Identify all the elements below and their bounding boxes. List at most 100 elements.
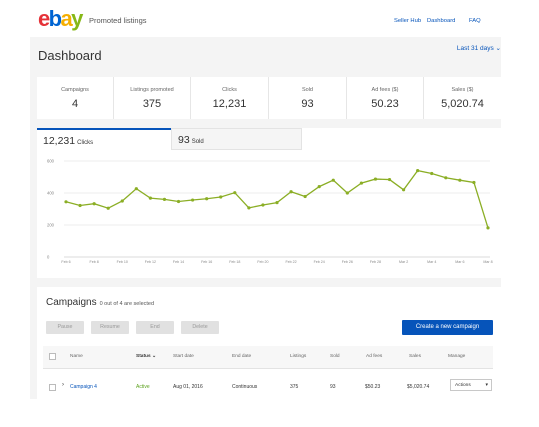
data-point [148, 196, 152, 200]
column-header-start-date[interactable]: Start date [173, 354, 194, 359]
create-campaign-button[interactable]: Create a new campaign [402, 320, 493, 335]
column-header-ad-fees[interactable]: Ad fees [366, 354, 383, 359]
data-point [303, 194, 307, 199]
data-point [373, 177, 378, 181]
x-tick-label: Mar 4 [427, 260, 436, 264]
end-button[interactable]: End [136, 321, 174, 334]
x-tick-label: Feb 18 [229, 260, 240, 264]
column-header-end-date[interactable]: End date [232, 354, 252, 359]
data-point [78, 203, 82, 208]
x-tick-label: Feb 20 [257, 260, 268, 264]
x-tick-label: Mar 2 [399, 260, 408, 264]
stat-label: Sales ($) [451, 87, 474, 93]
x-tick-label: Feb 10 [117, 260, 128, 264]
faq-link[interactable]: FAQ [469, 18, 481, 24]
data-point [458, 178, 462, 182]
stat-value: 375 [142, 98, 162, 110]
data-point [162, 197, 167, 201]
x-tick-label: Feb 28 [370, 260, 381, 264]
campaigns-card: Campaigns 0 out of 4 are selected Pause R… [37, 287, 501, 399]
row-checkbox[interactable] [49, 384, 56, 391]
x-tick-label: Feb 12 [145, 260, 156, 264]
stat-label: Listings promoted [130, 87, 174, 93]
tab-clicks-label: Clicks [77, 140, 94, 146]
chevron-down-icon: ⌄ [495, 45, 501, 52]
status-badge: Active [136, 384, 150, 390]
tab-sold[interactable]: 93 Sold [171, 128, 302, 150]
data-point [387, 177, 392, 182]
expand-row-icon[interactable]: › [62, 382, 64, 388]
stat-value: 5,020.74 [441, 98, 484, 110]
app-name: Promoted listings [89, 16, 147, 25]
column-header-sales[interactable]: Sales [409, 354, 421, 359]
x-tick-label: Feb 24 [314, 260, 325, 264]
campaign-name-link[interactable]: Campaign 4 [70, 384, 97, 390]
resume-button[interactable]: Resume [91, 321, 129, 334]
clicks-series-line [65, 169, 489, 229]
data-point [247, 206, 251, 210]
x-tick-label: Feb 14 [173, 260, 184, 264]
data-point [233, 191, 237, 195]
date-range-label: Last 31 days [456, 45, 494, 52]
x-tick-label: Feb 16 [201, 260, 212, 264]
stat-clicks: Clicks 12,231 [191, 77, 269, 119]
column-header-status-label: Status [136, 354, 151, 359]
seller-hub-link[interactable]: Seller Hub [394, 18, 422, 24]
stat-label: Campaigns [61, 87, 89, 93]
column-header-status[interactable]: Status ⌄ [136, 354, 156, 359]
stat-value: 50.23 [371, 98, 399, 110]
tab-sold-value: 93 [178, 134, 190, 146]
stat-value: 12,231 [212, 98, 247, 110]
date-range-select[interactable]: Last 31 days ⌄ [457, 44, 501, 52]
stat-value: 4 [71, 98, 79, 110]
pause-button[interactable]: Pause [46, 321, 84, 334]
y-tick-label: 600 [47, 159, 55, 164]
tab-sold-label: Sold [191, 139, 204, 145]
select-all-checkbox[interactable] [49, 353, 56, 360]
data-point [205, 197, 209, 201]
data-point [176, 199, 181, 204]
data-point [317, 185, 321, 189]
tab-clicks-value: 12,231 [43, 135, 76, 147]
dashboard-link[interactable]: Dashboard [427, 18, 456, 24]
stat-sales: Sales ($) 5,020.74 [424, 77, 501, 119]
data-point [134, 187, 138, 191]
ebay-logo[interactable]: ebay [38, 6, 83, 31]
actions-dropdown[interactable]: Actions ▾ [450, 379, 492, 391]
chart-card: 12,231 Clicks 93 Sold 600 400 200 0 Feb 6 Feb 8… [37, 128, 501, 278]
app-window: ebay Promoted listings Seller Hub Dashbo… [30, 0, 501, 399]
data-point [106, 206, 110, 210]
sort-down-icon: ⌄ [152, 354, 157, 359]
column-header-listings[interactable]: Listings [290, 354, 307, 359]
column-header-manage: Manage [448, 354, 466, 359]
tab-clicks[interactable]: 12,231 Clicks [37, 128, 171, 150]
sold-count: 93 [330, 384, 336, 390]
stat-ad-fees: Ad fees ($) 50.23 [347, 77, 424, 119]
stat-listings-promoted: Listings promoted 375 [114, 77, 191, 119]
stat-sold: Sold 93 [269, 77, 347, 119]
ad-fees-value: $50.23 [365, 384, 381, 390]
delete-button[interactable]: Delete [181, 321, 219, 334]
data-point [120, 199, 124, 203]
x-tick-label: Feb 6 [61, 260, 70, 264]
y-tick-label: 200 [47, 223, 55, 228]
campaigns-title: Campaigns [46, 297, 97, 308]
x-tick-label: Feb 26 [342, 260, 353, 264]
caret-down-icon: ▾ [485, 382, 488, 388]
stat-campaigns: Campaigns 4 [37, 77, 114, 119]
stat-label: Clicks [222, 87, 237, 93]
data-point [472, 180, 476, 185]
column-header-sold[interactable]: Sold [330, 354, 340, 359]
data-point [219, 195, 223, 199]
data-point [64, 200, 68, 204]
x-tick-label: Mar 8 [483, 260, 492, 264]
data-point [92, 202, 96, 206]
data-point [261, 203, 265, 207]
stat-label: Sold [301, 87, 313, 93]
x-tick-label: Mar 6 [455, 260, 464, 264]
data-point [289, 190, 293, 194]
column-header-name[interactable]: Name [70, 354, 83, 359]
y-tick-label: 400 [47, 191, 55, 196]
listings-count: 375 [290, 384, 299, 390]
x-tick-label: Feb 22 [285, 260, 296, 264]
